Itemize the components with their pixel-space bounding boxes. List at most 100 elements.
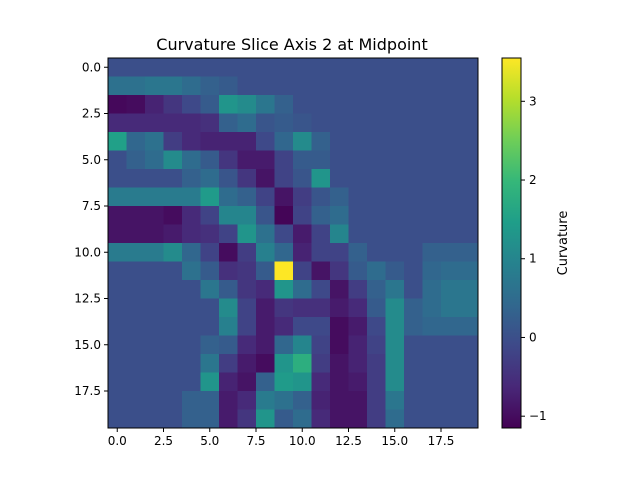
heatmap-cell xyxy=(330,187,349,207)
heatmap-cell xyxy=(182,391,201,410)
heatmap-cell xyxy=(293,187,312,207)
heatmap-cell xyxy=(219,372,238,392)
heatmap-cell xyxy=(145,317,164,336)
heatmap-cell xyxy=(256,187,275,207)
y-tick-label: 0.0 xyxy=(82,60,101,74)
heatmap-cell xyxy=(163,150,183,170)
heatmap-cell xyxy=(219,224,238,244)
y-axis: 0.0 2.5 5.0 7.5 10.0 12.5 15.0 17.5 xyxy=(74,60,108,398)
heatmap-cell xyxy=(385,354,405,373)
colorbar-tick-label: −1 xyxy=(529,409,547,423)
heatmap-cell xyxy=(256,113,275,133)
heatmap-cell xyxy=(348,391,368,410)
heatmap-cell xyxy=(385,372,405,392)
heatmap-cell xyxy=(182,206,201,225)
heatmap-cell xyxy=(385,298,405,318)
heatmap-cell xyxy=(274,317,294,336)
heatmap-cell xyxy=(293,224,312,244)
heatmap-cell xyxy=(200,206,220,225)
heatmap-cell xyxy=(182,224,201,244)
x-tick-label: 17.5 xyxy=(428,434,455,448)
heatmap-cell xyxy=(126,372,146,392)
heatmap-cell xyxy=(200,354,220,373)
heatmap-cell xyxy=(293,317,312,336)
heatmap-cell xyxy=(404,76,423,96)
heatmap-cell xyxy=(108,372,127,392)
heatmap-cell xyxy=(348,95,368,114)
x-tick-label: 12.5 xyxy=(335,434,362,448)
heatmap-cell xyxy=(237,58,257,77)
heatmap-cell xyxy=(311,169,331,188)
heatmap-cell xyxy=(200,95,220,114)
y-tick-label: 10.0 xyxy=(74,245,101,259)
heatmap-cell xyxy=(293,409,312,429)
heatmap-cell xyxy=(422,372,442,392)
heatmap-cell xyxy=(237,95,257,114)
heatmap-cell xyxy=(385,76,405,96)
heatmap-cell xyxy=(256,409,275,429)
heatmap-cell xyxy=(256,224,275,244)
heatmap-cell xyxy=(459,391,479,410)
heatmap-cell xyxy=(200,335,220,355)
heatmap-cell xyxy=(293,354,312,373)
heatmap-cell xyxy=(441,354,460,373)
heatmap-cell xyxy=(274,58,294,77)
heatmap-cell xyxy=(145,132,164,151)
heatmap-cell xyxy=(385,335,405,355)
heatmap-cell xyxy=(126,391,146,410)
heatmap-cell xyxy=(237,169,257,188)
colorbar-tick-label: 1 xyxy=(529,252,537,266)
heatmap-cell xyxy=(422,206,442,225)
heatmap-cell xyxy=(274,372,294,392)
heatmap-cell xyxy=(367,206,386,225)
heatmap-cell xyxy=(293,206,312,225)
heatmap-cell xyxy=(219,280,238,299)
heatmap-cell xyxy=(200,391,220,410)
heatmap-cell xyxy=(330,354,349,373)
heatmap-cell xyxy=(237,298,257,318)
heatmap-cell xyxy=(330,58,349,77)
x-tick-label: 10.0 xyxy=(289,434,316,448)
heatmap-cell xyxy=(108,335,127,355)
heatmap-cell xyxy=(441,261,460,281)
colorbar-tick-label: 3 xyxy=(529,94,537,108)
heatmap-cell xyxy=(311,243,331,262)
heatmap-cell xyxy=(293,76,312,96)
heatmap-cell xyxy=(126,298,146,318)
heatmap-cell xyxy=(293,243,312,262)
heatmap-cell xyxy=(330,280,349,299)
heatmap-cell xyxy=(293,391,312,410)
heatmap-cell xyxy=(108,187,127,207)
heatmap-cell xyxy=(348,224,368,244)
heatmap-cell xyxy=(182,95,201,114)
heatmap-cell xyxy=(367,224,386,244)
heatmap-cell xyxy=(459,113,479,133)
heatmap-cell xyxy=(274,335,294,355)
heatmap-cell xyxy=(237,261,257,281)
heatmap-cell xyxy=(237,187,257,207)
x-axis: 0.0 2.5 5.0 7.5 10.0 12.5 15.0 17.5 xyxy=(108,428,455,448)
heatmap-cell xyxy=(163,224,183,244)
heatmap-cell xyxy=(182,150,201,170)
heatmap-cell xyxy=(385,261,405,281)
heatmap-cell xyxy=(163,169,183,188)
heatmap-cell xyxy=(126,243,146,262)
heatmap-cell xyxy=(219,113,238,133)
heatmap-cell xyxy=(459,335,479,355)
heatmap-cell xyxy=(422,113,442,133)
heatmap-cell xyxy=(330,150,349,170)
heatmap-cell xyxy=(145,391,164,410)
heatmap-cell xyxy=(200,372,220,392)
heatmap-cell xyxy=(348,335,368,355)
heatmap-cell xyxy=(126,58,146,77)
heatmap-cell xyxy=(145,335,164,355)
heatmap-cell xyxy=(367,354,386,373)
heatmap-cell xyxy=(404,335,423,355)
heatmap-cell xyxy=(200,243,220,262)
heatmap-cell xyxy=(441,187,460,207)
heatmap-cell xyxy=(293,58,312,77)
heatmap-cell xyxy=(200,113,220,133)
heatmap-cell xyxy=(237,206,257,225)
heatmap-cell xyxy=(348,243,368,262)
